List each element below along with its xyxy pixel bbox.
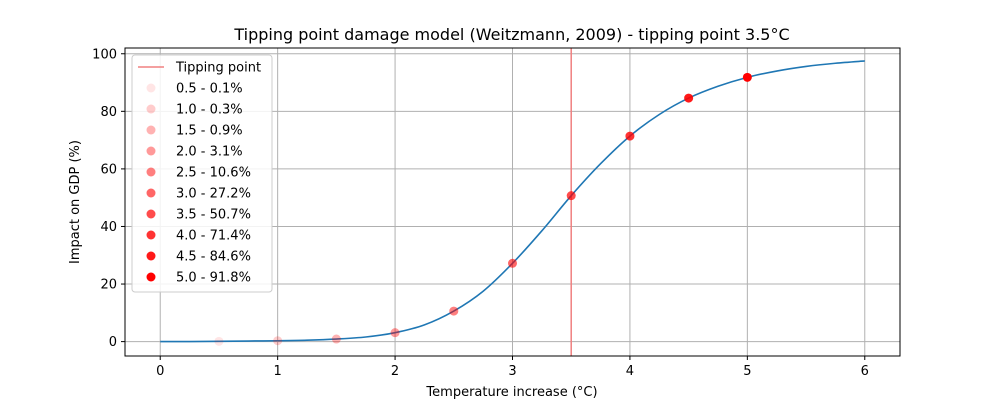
legend-point-swatch: [146, 167, 156, 177]
legend-point-swatch: [146, 188, 156, 198]
data-point: [684, 93, 694, 103]
data-point: [508, 258, 517, 268]
legend-point-swatch: [146, 251, 156, 261]
legend-point-swatch: [146, 104, 156, 114]
x-tick-label: 4: [626, 364, 634, 379]
data-point: [331, 334, 341, 344]
data-point: [566, 191, 576, 201]
legend-point-label: 1.5 - 0.9%: [176, 124, 243, 139]
legend-point-label: 2.5 - 10.6%: [176, 166, 251, 181]
plot-area: [160, 48, 865, 356]
legend-point-label: 4.5 - 84.6%: [176, 250, 251, 265]
legend-point-label: 0.5 - 0.1%: [176, 82, 243, 97]
legend-point-label: 1.0 - 0.3%: [176, 103, 243, 118]
y-tick-label: 40: [100, 220, 117, 235]
chart-title: Tipping point damage model (Weitzmann, 2…: [233, 25, 789, 44]
legend-point-label: 2.0 - 3.1%: [176, 145, 243, 160]
data-point: [742, 72, 752, 82]
data-point: [214, 336, 224, 346]
x-tick-label: 6: [861, 364, 869, 379]
legend-point-swatch: [146, 209, 156, 219]
legend-point-swatch: [146, 125, 156, 135]
legend-box: [131, 54, 273, 293]
legend: Tipping point 0.5 - 0.1% 1.0 - 0.3% 1.5 - 0…: [131, 54, 273, 293]
data-point: [390, 328, 400, 338]
legend-point-label: 5.0 - 91.8%: [176, 271, 251, 286]
legend-point-label: 3.5 - 50.7%: [176, 208, 251, 223]
y-tick-label: 80: [100, 105, 117, 120]
legend-point-swatch: [146, 146, 156, 156]
legend-point-swatch: [146, 83, 156, 93]
legend-point-label: 4.0 - 71.4%: [176, 229, 251, 244]
y-tick-label: 20: [100, 278, 117, 293]
x-tick-label: 0: [156, 364, 164, 379]
y-tick-label: 60: [100, 162, 117, 177]
legend-point-label: 3.0 - 27.2%: [176, 187, 251, 202]
legend-point-swatch: [146, 272, 156, 282]
data-point: [625, 131, 635, 141]
x-tick-label: 1: [274, 364, 282, 379]
x-axis-label: Temperature increase (°C): [425, 385, 597, 400]
y-tick-label: 0: [109, 335, 117, 350]
x-tick-label: 3: [508, 364, 516, 379]
data-point: [449, 306, 459, 316]
x-tick-label: 2: [391, 364, 399, 379]
legend-tipping-label: Tipping point: [175, 61, 261, 76]
y-tick-label: 100: [92, 47, 117, 62]
data-point: [273, 336, 283, 346]
y-axis-label: Impact on GDP (%): [68, 140, 83, 264]
x-tick-label: 5: [743, 364, 751, 379]
legend-point-swatch: [146, 230, 156, 240]
plot-frame: [124, 47, 901, 357]
